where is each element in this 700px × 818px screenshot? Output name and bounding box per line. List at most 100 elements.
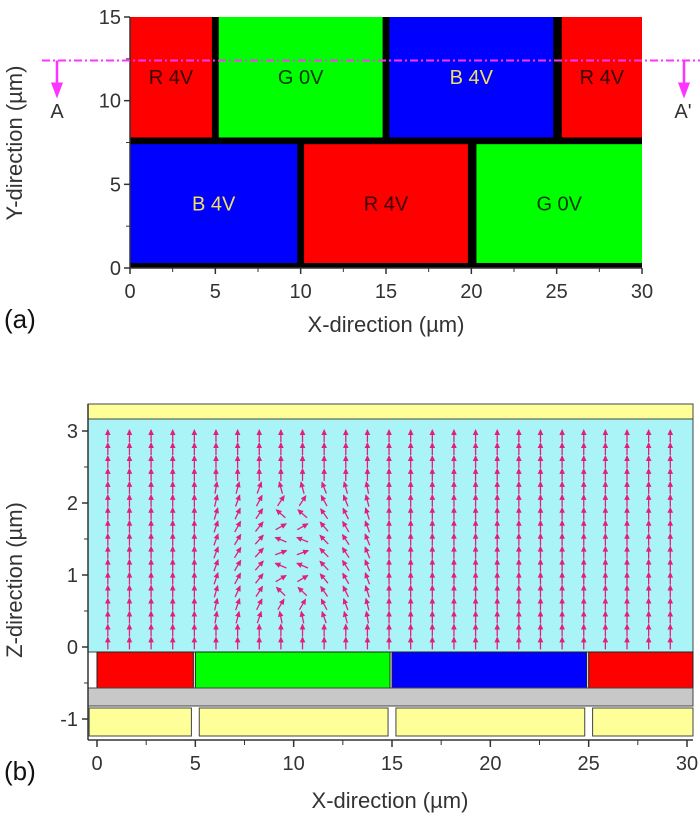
arrow-head-icon: [342, 507, 348, 515]
director-arrow: [213, 494, 219, 507]
director-arrow: [341, 546, 350, 559]
director-arrow: [275, 586, 286, 597]
director-arrow: [537, 442, 544, 455]
arrow-head-icon: [234, 467, 241, 474]
director-arrow: [451, 623, 457, 637]
arrow-head-icon: [191, 532, 198, 539]
arrow-head-icon: [407, 610, 414, 617]
arrow-head-icon: [364, 442, 371, 448]
pixel-cell-label: B 4V: [192, 194, 236, 216]
director-arrow: [364, 623, 371, 637]
arrow-head-icon: [299, 623, 306, 630]
arrow-head-icon: [429, 636, 436, 643]
arrow-head-icon: [278, 623, 284, 630]
pixel-cell-label: R 4V: [580, 67, 625, 89]
arrow-head-icon: [148, 480, 154, 487]
arrow-head-icon: [451, 545, 457, 552]
arrow-head-icon: [105, 493, 111, 500]
arrow-head-icon: [256, 454, 263, 461]
director-arrow: [494, 519, 501, 533]
arrow-head-icon: [320, 598, 327, 605]
director-arrow: [321, 454, 327, 468]
arrow-head-icon: [278, 636, 284, 643]
x-tick-label: 30: [676, 753, 698, 775]
arrow-head-icon: [645, 442, 652, 448]
director-arrow: [256, 636, 263, 650]
y-tick-label: 10: [99, 91, 121, 113]
arrow-head-icon: [257, 507, 264, 515]
arrow-head-icon: [213, 494, 219, 501]
director-arrow: [169, 571, 176, 585]
arrow-head-icon: [191, 480, 198, 487]
director-arrow: [494, 597, 501, 611]
director-arrow: [148, 558, 154, 572]
director-arrow: [191, 584, 198, 598]
director-arrow: [624, 584, 630, 598]
director-arrow: [191, 558, 198, 572]
director-arrow: [105, 584, 111, 598]
arrow-head-icon: [256, 467, 263, 474]
director-arrow: [126, 545, 133, 559]
arrow-head-icon: [624, 597, 630, 604]
arrow-head-icon: [429, 610, 436, 617]
director-arrow: [407, 558, 414, 572]
director-arrow: [559, 610, 565, 624]
arrow-head-icon: [278, 442, 284, 448]
director-arrow: [559, 597, 565, 611]
arrow-head-icon: [191, 610, 198, 617]
director-arrow: [191, 454, 198, 468]
director-arrow: [321, 429, 327, 443]
director-arrow: [559, 442, 565, 455]
arrow-head-icon: [105, 454, 111, 461]
director-arrow: [667, 584, 674, 598]
director-arrow: [169, 429, 176, 443]
director-arrow: [451, 506, 457, 520]
director-arrow: [105, 442, 111, 455]
arrow-head-icon: [580, 584, 587, 591]
arrow-head-icon: [342, 429, 349, 436]
arrow-head-icon: [667, 597, 674, 604]
director-arrow: [537, 506, 544, 520]
director-arrow: [148, 532, 154, 546]
director-arrow: [494, 584, 501, 598]
director-arrow: [472, 584, 479, 598]
director-arrow: [516, 610, 522, 624]
director-arrow: [472, 480, 479, 494]
director-arrow: [451, 545, 457, 559]
pixel-cell-label: G 0V: [536, 194, 582, 216]
director-arrow: [667, 454, 674, 468]
director-arrow: [580, 636, 587, 650]
director-arrow: [169, 532, 176, 546]
director-arrow: [364, 442, 371, 455]
arrow-head-icon: [213, 623, 219, 630]
director-arrow: [494, 636, 501, 650]
pixel-cell: [218, 17, 383, 138]
director-arrow: [429, 636, 436, 650]
arrow-head-icon: [645, 571, 652, 578]
arrow-head-icon: [126, 454, 133, 461]
arrow-head-icon: [320, 585, 326, 593]
cut-arrow-down-icon: [51, 82, 63, 99]
arrow-head-icon: [624, 623, 630, 630]
arrow-head-icon: [602, 519, 609, 526]
arrow-head-icon: [645, 467, 652, 474]
arrow-head-icon: [213, 480, 219, 488]
arrow-head-icon: [667, 623, 674, 630]
arrow-head-icon: [191, 636, 198, 643]
arrow-head-icon: [429, 597, 436, 604]
arrow-head-icon: [645, 558, 652, 565]
director-arrow: [429, 454, 436, 468]
director-arrow: [667, 480, 674, 494]
director-arrow: [126, 454, 133, 468]
director-arrow: [148, 454, 154, 468]
director-arrow: [319, 573, 329, 584]
director-arrow: [148, 519, 154, 533]
arrow-head-icon: [191, 623, 198, 630]
arrow-head-icon: [213, 559, 219, 566]
director-arrow: [105, 545, 111, 559]
arrow-head-icon: [667, 610, 674, 617]
arrow-head-icon: [386, 610, 392, 617]
arrow-head-icon: [105, 442, 111, 448]
arrow-head-icon: [559, 480, 565, 487]
arrow-head-icon: [148, 442, 154, 448]
